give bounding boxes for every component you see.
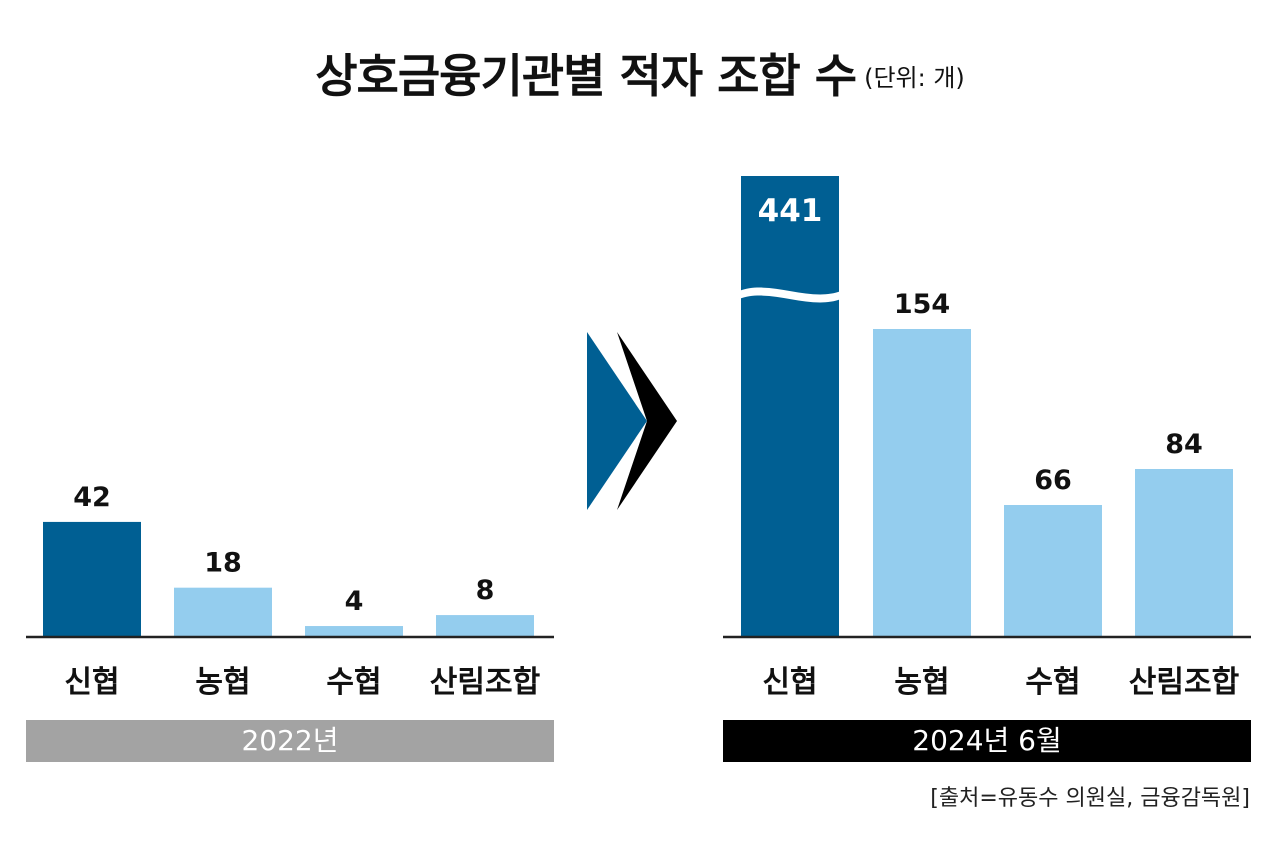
bar-2024-06-산림조합 bbox=[1135, 469, 1233, 637]
category-label-2022-수협: 수협 bbox=[326, 665, 381, 700]
data-label-2022-수협: 4 bbox=[345, 586, 364, 617]
bar-2024-06-농협 bbox=[873, 329, 971, 637]
category-label-2022-산림조합: 산림조합 bbox=[430, 665, 541, 700]
data-label-2024-06-농협: 154 bbox=[894, 289, 950, 320]
bar-2022-수협 bbox=[305, 626, 403, 637]
data-label-2024-06-신협: 441 bbox=[758, 193, 823, 229]
chevron-front-icon bbox=[587, 332, 647, 510]
category-label-2022-신협: 신협 bbox=[64, 665, 119, 700]
category-label-2024-06-수협: 수협 bbox=[1025, 665, 1080, 700]
data-label-2024-06-수협: 66 bbox=[1034, 465, 1072, 496]
period-label-2024-06: 2024년 6월 bbox=[723, 720, 1251, 762]
source-note: [출처=유동수 의원실, 금융감독원] bbox=[930, 786, 1250, 811]
bar-2024-06-수협 bbox=[1004, 505, 1102, 637]
bar-2022-신협 bbox=[43, 521, 141, 637]
axis-break-2024-06 bbox=[739, 287, 841, 303]
period-label-2022: 2022년 bbox=[26, 720, 554, 762]
data-label-2024-06-산림조합: 84 bbox=[1165, 429, 1203, 460]
data-label-2022-산림조합: 8 bbox=[476, 575, 495, 606]
bar-2024-06-신협 bbox=[741, 176, 839, 637]
chart-title: 상호금융기관별 적자 조합 수 bbox=[315, 49, 857, 103]
chart-title-block: 상호금융기관별 적자 조합 수 (단위: 개) bbox=[0, 40, 1280, 106]
category-label-2024-06-산림조합: 산림조합 bbox=[1129, 665, 1240, 700]
category-label-2024-06-농협: 농협 bbox=[894, 665, 949, 700]
bar-2022-농협 bbox=[174, 587, 272, 637]
data-label-2022-농협: 18 bbox=[204, 548, 242, 579]
data-label-2022-신협: 42 bbox=[73, 482, 111, 513]
bar-2022-산림조합 bbox=[436, 615, 534, 637]
unit-label: (단위: 개) bbox=[864, 64, 965, 92]
category-label-2024-06-신협: 신협 bbox=[762, 665, 817, 700]
category-label-2022-농협: 농협 bbox=[195, 665, 250, 700]
